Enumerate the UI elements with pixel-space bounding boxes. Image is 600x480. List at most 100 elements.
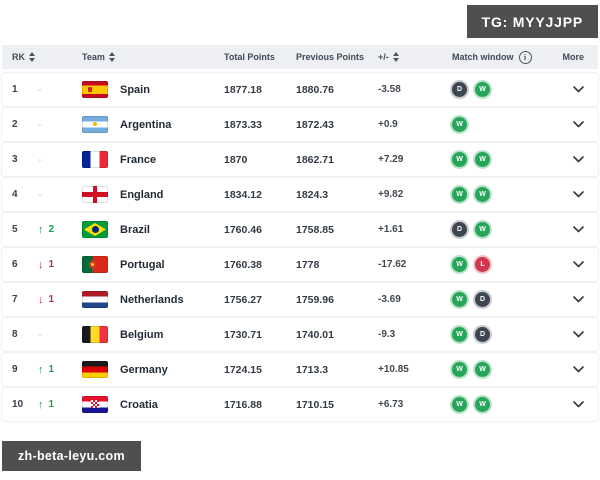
points-diff-value: +6.73 — [378, 399, 404, 410]
total-points-value: 1877.18 — [224, 83, 262, 96]
previous-points-value: 1880.76 — [296, 83, 334, 96]
previous-points-value: 1862.71 — [296, 153, 334, 166]
match-result-badge-win: W — [452, 152, 467, 167]
points-diff-value: +0.9 — [378, 119, 398, 130]
sort-icon[interactable] — [29, 52, 35, 62]
column-header-more: More — [554, 52, 598, 62]
column-header-plus-minus-label: +/- — [378, 52, 389, 62]
country-flag-icon — [82, 256, 108, 273]
team-cell: England — [82, 186, 222, 203]
rank-change: - — [38, 329, 82, 341]
previous-points-value: 1872.43 — [296, 118, 334, 131]
table-row[interactable]: 2 - Argentina 1873.33 1872.43 +0.9 W — [2, 108, 598, 141]
points-diff-value: +7.29 — [378, 154, 404, 165]
column-header-total-points: Total Points — [222, 52, 294, 62]
total-points-value: 1870 — [224, 153, 248, 166]
expand-row-button[interactable] — [554, 261, 598, 268]
team-name: Netherlands — [120, 293, 184, 306]
team-cell: Belgium — [82, 326, 222, 343]
rank-change-value: 1 — [48, 259, 55, 270]
expand-row-button[interactable] — [554, 156, 598, 163]
chevron-down-icon — [573, 226, 584, 233]
total-points-value: 1873.33 — [224, 118, 262, 131]
team-name: Brazil — [120, 223, 150, 236]
expand-row-button[interactable] — [554, 296, 598, 303]
country-flag-icon — [82, 361, 108, 378]
rank-number: 8 — [12, 329, 18, 340]
match-result-badge-win: W — [475, 82, 490, 97]
team-name: Croatia — [120, 398, 158, 411]
column-header-team[interactable]: Team — [82, 52, 222, 62]
team-cell: France — [82, 151, 222, 168]
match-result-badge-win: W — [475, 397, 490, 412]
points-diff-value: -17.62 — [378, 259, 407, 270]
column-header-match-window-label: Match window — [452, 52, 514, 62]
info-icon[interactable] — [518, 50, 532, 64]
rank-change: - — [38, 189, 82, 201]
expand-row-button[interactable] — [554, 121, 598, 128]
country-flag-icon — [82, 291, 108, 308]
match-result-badge-win: W — [475, 187, 490, 202]
team-cell: Germany — [82, 361, 222, 378]
rank-change-arrow-icon: ↓ — [38, 258, 44, 271]
rank-change: ↑ 1 — [38, 364, 82, 376]
rank-change-value: 2 — [48, 224, 55, 235]
tg-badge: TG: MYYJJPP — [466, 5, 598, 38]
rank-number: 2 — [12, 119, 18, 130]
column-header-plus-minus[interactable]: +/- — [374, 52, 442, 62]
rank-change: - — [38, 84, 82, 96]
total-points-value: 1730.71 — [224, 328, 262, 341]
previous-points-value: 1713.3 — [296, 363, 329, 376]
previous-points-value: 1740.01 — [296, 328, 334, 341]
rank-change-arrow-icon: - — [38, 328, 42, 341]
previous-points-value: 1759.96 — [296, 293, 334, 306]
expand-row-button[interactable] — [554, 226, 598, 233]
column-header-rk[interactable]: RK — [2, 52, 38, 62]
rank-change-arrow-icon: - — [38, 188, 42, 201]
match-result-badge-draw: D — [475, 292, 490, 307]
rank-number: 10 — [12, 399, 24, 410]
rank-number: 1 — [12, 84, 18, 95]
country-flag-icon — [82, 116, 108, 133]
previous-points-value: 1710.15 — [296, 398, 334, 411]
match-result-badge-win: W — [475, 362, 490, 377]
points-diff-value: -3.69 — [378, 294, 401, 305]
rank-change-arrow-icon: - — [38, 153, 42, 166]
column-header-match-window: Match window — [442, 50, 554, 64]
table-row[interactable]: 7 ↓ 1 Netherlands 1756.27 1759.96 -3.69 … — [2, 283, 598, 316]
sort-icon[interactable] — [109, 52, 115, 62]
sort-icon[interactable] — [393, 52, 399, 62]
expand-row-button[interactable] — [554, 86, 598, 93]
country-flag-icon — [82, 396, 108, 413]
rank-change-arrow-icon: ↓ — [38, 293, 44, 306]
expand-row-button[interactable] — [554, 366, 598, 373]
expand-row-button[interactable] — [554, 191, 598, 198]
match-result-badge-win: W — [452, 117, 467, 132]
team-name: Argentina — [120, 118, 172, 131]
column-header-previous-points: Previous Points — [294, 52, 374, 62]
country-flag-icon — [82, 151, 108, 168]
points-diff-value: +1.61 — [378, 224, 404, 235]
rank-change: - — [38, 119, 82, 131]
total-points-value: 1760.38 — [224, 258, 262, 271]
team-name: Germany — [120, 363, 168, 376]
match-result-badge-win: W — [452, 327, 467, 342]
match-result-badge-win: W — [475, 222, 490, 237]
expand-row-button[interactable] — [554, 401, 598, 408]
expand-row-button[interactable] — [554, 331, 598, 338]
team-cell: Netherlands — [82, 291, 222, 308]
rank-change-value: 1 — [48, 399, 55, 410]
